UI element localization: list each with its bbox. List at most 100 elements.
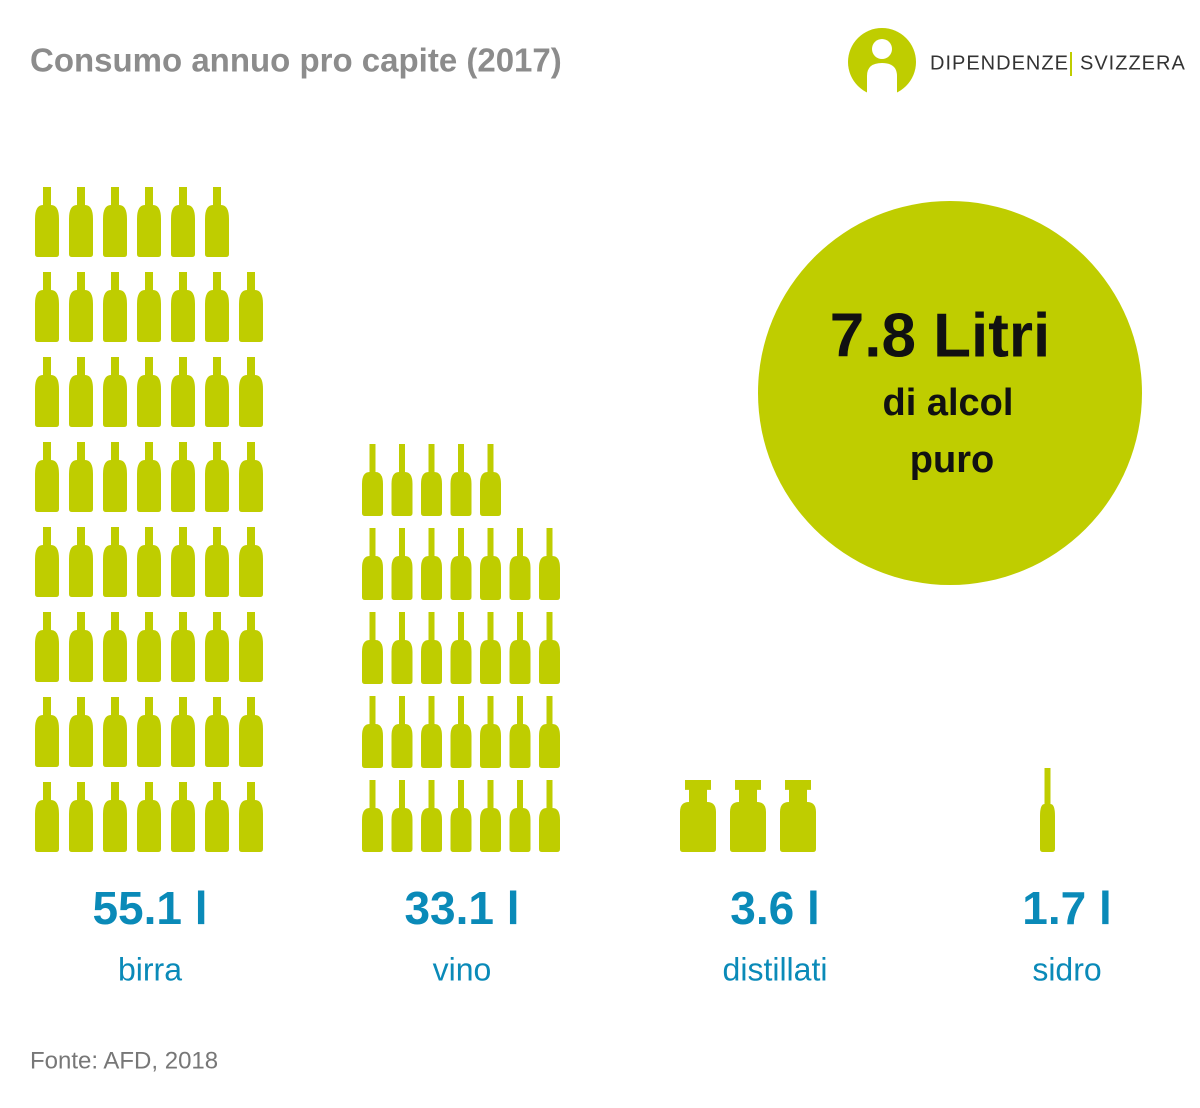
bottle xyxy=(391,444,413,516)
value-label: 33.1 l xyxy=(404,882,519,934)
bottle xyxy=(137,272,161,342)
bottle xyxy=(539,612,560,684)
bottle xyxy=(205,697,229,767)
bottle xyxy=(103,527,127,597)
bottle xyxy=(539,780,560,852)
bottle xyxy=(450,696,472,768)
bottle xyxy=(239,782,263,852)
bottle xyxy=(391,612,413,684)
callout-line: puro xyxy=(910,439,994,481)
bottle xyxy=(137,527,161,597)
bottle xyxy=(137,697,161,767)
bottle xyxy=(509,612,531,684)
bottle xyxy=(35,187,59,257)
logo: DIPENDENZE SVIZZERA xyxy=(848,28,1186,96)
bottle xyxy=(421,780,442,852)
bottle xyxy=(103,697,127,767)
bottle xyxy=(362,696,383,768)
bottle xyxy=(69,187,93,257)
bottle xyxy=(780,780,816,852)
bottle xyxy=(103,782,127,852)
logo-body xyxy=(867,63,897,96)
bottle xyxy=(35,782,59,852)
value-label: 3.6 l xyxy=(730,882,820,934)
bottle xyxy=(171,612,195,682)
bottle xyxy=(35,697,59,767)
bottle xyxy=(480,612,501,684)
bottle xyxy=(35,527,59,597)
bottle xyxy=(362,612,383,684)
bottle xyxy=(421,612,442,684)
bottle xyxy=(137,612,161,682)
bottle xyxy=(205,357,229,427)
category-label: birra xyxy=(118,951,182,987)
logo-circle xyxy=(848,28,916,96)
bottle xyxy=(103,442,127,512)
bottle xyxy=(69,357,93,427)
bottle xyxy=(205,272,229,342)
bottle xyxy=(1040,768,1055,852)
bottle xyxy=(103,612,127,682)
bottle xyxy=(103,187,127,257)
bottle xyxy=(137,442,161,512)
value-label: 55.1 l xyxy=(92,882,207,934)
bottle xyxy=(171,442,195,512)
bottle xyxy=(539,696,560,768)
bottle xyxy=(35,357,59,427)
bottle xyxy=(730,780,766,852)
bottle xyxy=(35,612,59,682)
bottle xyxy=(137,782,161,852)
bottle xyxy=(35,272,59,342)
bottle xyxy=(103,272,127,342)
bottle xyxy=(137,187,161,257)
bottle xyxy=(35,442,59,512)
bottle xyxy=(421,528,442,600)
bottle xyxy=(391,528,413,600)
bottle xyxy=(391,780,413,852)
logo-left: DIPENDENZE xyxy=(930,52,1069,74)
bottle xyxy=(205,782,229,852)
bottle xyxy=(103,357,127,427)
category-label: sidro xyxy=(1032,951,1101,987)
bottle xyxy=(539,528,560,600)
bottle xyxy=(239,442,263,512)
bottle xyxy=(171,272,195,342)
bottle xyxy=(362,444,383,516)
bottle xyxy=(421,444,442,516)
bottle xyxy=(450,780,472,852)
bottle xyxy=(69,612,93,682)
bottle xyxy=(137,357,161,427)
bottle xyxy=(450,444,472,516)
bottle xyxy=(680,780,716,852)
bottle xyxy=(480,528,501,600)
bottle xyxy=(69,697,93,767)
bottle xyxy=(480,780,501,852)
callout-line: di alcol xyxy=(883,382,1014,424)
bottle xyxy=(450,528,472,600)
bottle xyxy=(69,782,93,852)
bottle xyxy=(239,527,263,597)
bottle xyxy=(480,696,501,768)
bottle xyxy=(205,187,229,257)
callout-circle xyxy=(758,201,1142,585)
category-label: distillati xyxy=(723,951,828,987)
callout-line: 7.8 Litri xyxy=(830,301,1051,370)
logo-right: SVIZZERA xyxy=(1080,52,1186,74)
bottle xyxy=(69,527,93,597)
bottle xyxy=(421,696,442,768)
bottle xyxy=(391,696,413,768)
bottle xyxy=(509,780,531,852)
logo-dot xyxy=(872,39,892,59)
bottle xyxy=(450,612,472,684)
source: Fonte: AFD, 2018 xyxy=(30,1047,218,1074)
bottle xyxy=(69,442,93,512)
bottle xyxy=(509,696,531,768)
bottle xyxy=(171,697,195,767)
bottle xyxy=(205,612,229,682)
bottle xyxy=(205,442,229,512)
bottle xyxy=(171,187,195,257)
bottle xyxy=(239,357,263,427)
bottle xyxy=(171,782,195,852)
value-label: 1.7 l xyxy=(1022,882,1112,934)
